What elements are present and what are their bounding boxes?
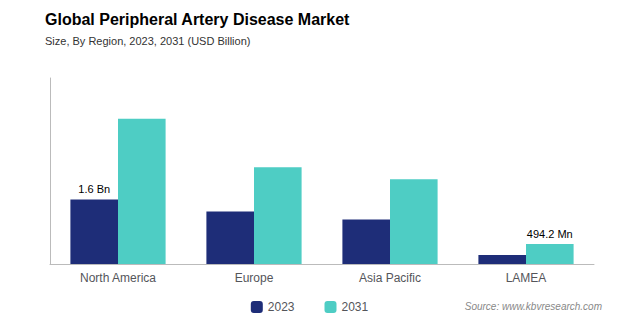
svg-text:2023: 2023 <box>268 300 295 314</box>
svg-text:2031: 2031 <box>342 300 369 314</box>
svg-text:Size, By Region, 2023, 2031 (U: Size, By Region, 2023, 2031 (USD Billion… <box>45 35 250 47</box>
svg-text:Source: www.kbvresearch.com: Source: www.kbvresearch.com <box>465 301 602 312</box>
svg-text:LAMEA: LAMEA <box>506 271 547 285</box>
svg-text:North America: North America <box>80 271 156 285</box>
svg-text:Global Peripheral Artery Disea: Global Peripheral Artery Disease Market <box>45 11 350 28</box>
svg-text:Asia Pacific: Asia Pacific <box>359 271 421 285</box>
svg-text:494.2 Mn: 494.2 Mn <box>527 228 573 240</box>
svg-text:1.6 Bn: 1.6 Bn <box>78 183 110 195</box>
svg-text:Europe: Europe <box>235 271 274 285</box>
